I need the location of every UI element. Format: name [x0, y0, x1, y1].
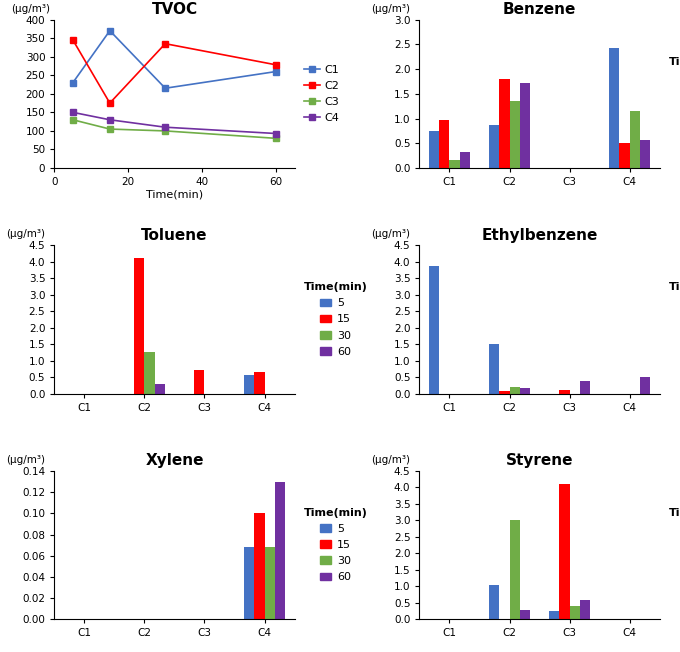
C3 — [106, 125, 114, 133]
Line: C2: C2 — [70, 37, 279, 106]
Text: (μg/m³): (μg/m³) — [371, 4, 411, 14]
Bar — [520, 83, 530, 168]
Bar — [449, 160, 460, 168]
Bar — [254, 513, 265, 619]
Bar — [489, 344, 499, 394]
Bar — [520, 610, 530, 619]
Bar — [499, 391, 509, 394]
C2 — [69, 36, 77, 44]
Bar — [640, 140, 650, 168]
Bar — [630, 111, 640, 168]
C1 — [161, 84, 169, 92]
Text: (μg/m³): (μg/m³) — [6, 230, 46, 239]
Text: (μg/m³): (μg/m³) — [371, 230, 411, 239]
Bar — [580, 600, 590, 619]
Bar — [560, 484, 570, 619]
Bar — [570, 606, 580, 619]
Title: TVOC: TVOC — [152, 2, 198, 17]
Bar — [275, 482, 285, 619]
Bar — [509, 101, 520, 168]
Text: (μg/m³): (μg/m³) — [6, 455, 46, 465]
Text: (μg/m³): (μg/m³) — [11, 4, 50, 14]
Bar — [509, 520, 520, 619]
Bar — [489, 585, 499, 619]
Text: (μg/m³): (μg/m³) — [371, 455, 411, 465]
C3 — [161, 127, 169, 135]
Bar — [194, 370, 205, 394]
Title: Styrene: Styrene — [506, 453, 573, 468]
Bar — [460, 152, 470, 168]
C2 — [272, 61, 280, 68]
C4 — [272, 130, 280, 138]
Legend: C1, C2, C3, C4: C1, C2, C3, C4 — [303, 63, 341, 124]
Bar — [144, 352, 154, 394]
Bar — [580, 381, 590, 394]
Bar — [560, 391, 570, 394]
Bar — [429, 266, 439, 394]
C1 — [272, 68, 280, 76]
Title: Ethylbenzene: Ethylbenzene — [481, 228, 598, 243]
Bar — [489, 125, 499, 168]
Legend: 5, 15, 30, 60: 5, 15, 30, 60 — [668, 281, 680, 358]
Bar — [429, 131, 439, 168]
Line: C3: C3 — [70, 117, 279, 141]
X-axis label: Time(min): Time(min) — [146, 190, 203, 200]
Line: C4: C4 — [70, 110, 279, 137]
C2 — [161, 40, 169, 48]
Bar — [499, 79, 509, 168]
C1 — [69, 79, 77, 87]
C2 — [106, 99, 114, 107]
Legend: 5, 15, 30, 60: 5, 15, 30, 60 — [668, 55, 680, 132]
Bar — [520, 388, 530, 394]
Bar — [549, 611, 560, 619]
C3 — [272, 134, 280, 142]
Bar — [609, 48, 619, 168]
Bar — [244, 375, 254, 394]
Bar — [154, 385, 165, 394]
Bar — [439, 120, 449, 168]
C3 — [69, 116, 77, 124]
Bar — [244, 547, 254, 619]
Title: Toluene: Toluene — [141, 228, 207, 243]
C4 — [106, 116, 114, 124]
Line: C1: C1 — [70, 27, 279, 91]
Title: Benzene: Benzene — [503, 2, 576, 17]
C1 — [106, 27, 114, 35]
Bar — [134, 258, 144, 394]
C4 — [161, 123, 169, 131]
Bar — [640, 377, 650, 394]
Legend: 5, 15, 30, 60: 5, 15, 30, 60 — [303, 281, 369, 358]
Bar — [254, 372, 265, 394]
Legend: 5, 15, 30, 60: 5, 15, 30, 60 — [303, 507, 369, 584]
Title: Xylene: Xylene — [146, 453, 204, 468]
Legend: 5, 15, 30, 60: 5, 15, 30, 60 — [668, 507, 680, 584]
Bar — [265, 547, 275, 619]
C4 — [69, 108, 77, 116]
Bar — [509, 387, 520, 394]
Bar — [619, 143, 630, 168]
